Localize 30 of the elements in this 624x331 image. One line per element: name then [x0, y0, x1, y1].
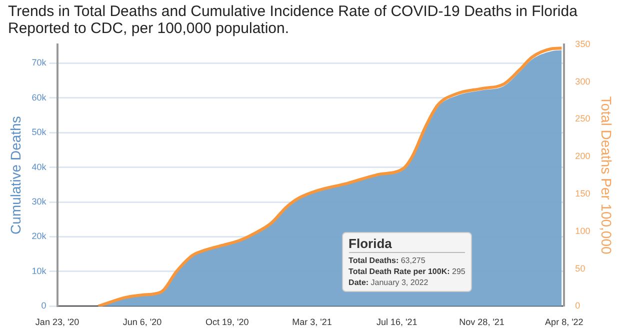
y-tick-label: 70k: [32, 58, 47, 68]
annotation: Florida: [348, 236, 466, 254]
x-tick-label: Mar 3, '21: [292, 317, 332, 328]
y-tick-label: 10k: [32, 266, 47, 276]
x-tick-label: Jul 16, '21: [376, 317, 418, 328]
x-tick-label: Oct 19, '20: [205, 317, 249, 328]
y-axis-title: Cumulative Deaths: [7, 116, 24, 234]
y2-tick-label: 350: [575, 38, 590, 49]
y2-axis-title: Total Deaths Per 100,000: [598, 96, 615, 255]
annotation: Total Death Rate per 100K: 295: [348, 266, 466, 278]
y2-tick-label: 300: [575, 76, 590, 86]
x-tick-label: Jun 6, '20: [122, 317, 162, 328]
annotation: Date: January 3, 2022: [348, 277, 430, 288]
y2-tick-label: 0: [575, 300, 580, 311]
annotation: Total Deaths: 63,275: [348, 255, 426, 266]
y2-tick-label: 150: [575, 188, 590, 198]
y-tick-label: 40k: [32, 162, 47, 172]
x-tick-label: Jan 23, '20: [35, 317, 80, 328]
y2-tick-label: 100: [575, 226, 590, 236]
y-tick-label: 50k: [32, 127, 47, 138]
y-tick-label: 30k: [32, 196, 47, 207]
y2-tick-label: 250: [575, 114, 590, 124]
x-tick-label: Apr 8, '22: [545, 317, 584, 328]
y2-tick-label: 200: [575, 151, 590, 162]
x-tick-label: Nov 28, '21: [459, 317, 504, 328]
chart-title: Trends in Total Deaths and Cumulative Incidence Rate of COVID-19 Deaths in Florida Reported to CDC, per 100,000 population.: [8, 3, 578, 37]
y-tick-label: 60k: [32, 92, 47, 102]
y-tick-label: 0: [41, 300, 46, 311]
y2-tick-label: 50: [575, 263, 586, 274]
y-tick-label: 20k: [32, 231, 47, 242]
